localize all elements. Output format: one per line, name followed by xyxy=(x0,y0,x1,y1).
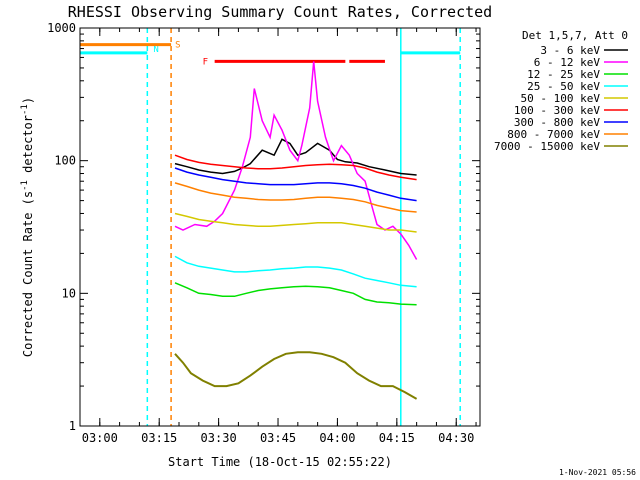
y-tick-label: 10 xyxy=(62,286,76,300)
chart-title: RHESSI Observing Summary Count Rates, Co… xyxy=(68,3,492,21)
series-line xyxy=(174,167,417,202)
series-line xyxy=(174,351,418,400)
legend-entry-label: 7000 - 15000 keV xyxy=(494,140,600,153)
series-line xyxy=(174,282,417,306)
x-tick-label: 04:00 xyxy=(319,431,355,445)
region-label: N xyxy=(153,45,158,55)
legend-entry-label: 12 - 25 keV xyxy=(527,68,600,81)
y-tick-label: 1000 xyxy=(47,21,76,35)
plot-frame xyxy=(79,27,481,427)
legend-entry-label: 25 - 50 keV xyxy=(527,80,600,93)
legend-entry-label: 100 - 300 keV xyxy=(514,104,600,117)
plot-area: N S F xyxy=(80,28,461,426)
legend-entry-label: 50 - 100 keV xyxy=(521,92,601,105)
legend-entry-label: 300 - 800 keV xyxy=(514,116,600,129)
x-tick-label: 03:00 xyxy=(82,431,118,445)
x-tick-label: 03:15 xyxy=(141,431,177,445)
flag-label: F xyxy=(203,57,208,67)
x-tick-label: 04:15 xyxy=(379,431,415,445)
ylabel-sup-2: -1 xyxy=(20,104,30,115)
x-tick-label: 03:30 xyxy=(201,431,237,445)
legend-entry-label: 6 - 12 keV xyxy=(534,56,601,69)
y-tick-label: 100 xyxy=(54,154,76,168)
ylabel-text-2: detector xyxy=(21,115,35,180)
series-line xyxy=(174,138,417,176)
ylabel-text-3: ) xyxy=(21,97,35,104)
series-line xyxy=(174,182,417,213)
legend-entry-label: 3 - 6 keV xyxy=(540,44,600,57)
y-tick-label: 1 xyxy=(69,419,76,433)
x-tick-label: 04:30 xyxy=(438,431,474,445)
x-tick-label: 03:45 xyxy=(260,431,296,445)
x-axis-label: Start Time (18-Oct-15 02:55:22) xyxy=(168,455,392,469)
series-line xyxy=(174,61,418,260)
series-line xyxy=(174,255,417,288)
series-line xyxy=(174,212,417,233)
legend-header: Det 1,5,7, Att 0 xyxy=(522,29,628,42)
y-axis-label: Corrected Count Rate (s-1 detector-1) xyxy=(20,97,35,357)
ylabel-sup-1: -1 xyxy=(20,180,30,191)
flag-label: S xyxy=(175,41,180,51)
ylabel-text-1: Corrected Count Rate (s xyxy=(21,191,35,357)
series-line xyxy=(174,154,417,181)
timestamp: 1-Nov-2021 05:56 xyxy=(559,468,636,477)
legend-entry-label: 800 - 7000 keV xyxy=(507,128,600,141)
